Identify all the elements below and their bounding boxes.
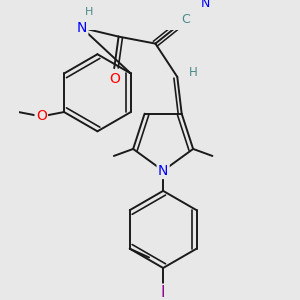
Text: I: I — [161, 285, 165, 300]
Text: H: H — [189, 66, 197, 79]
Text: O: O — [109, 72, 120, 86]
Text: N: N — [158, 164, 168, 178]
Text: O: O — [36, 110, 47, 123]
Text: C: C — [182, 13, 190, 26]
Text: H: H — [85, 7, 93, 17]
Text: N: N — [201, 0, 210, 10]
Text: N: N — [76, 21, 87, 35]
